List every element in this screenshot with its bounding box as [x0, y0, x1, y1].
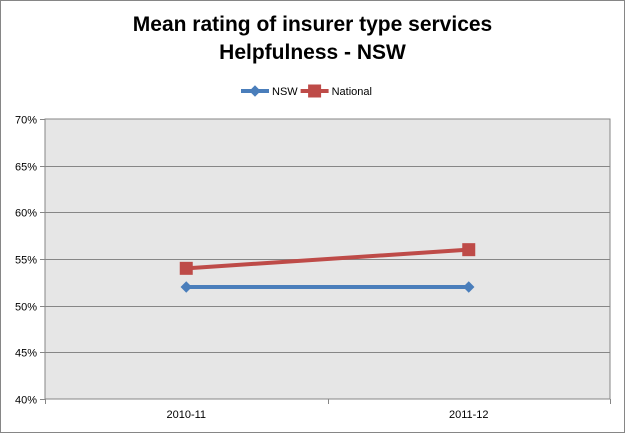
data-point-nsw: [463, 281, 475, 293]
data-point-national: [462, 243, 476, 257]
y-tick-label: 50%: [15, 302, 37, 314]
y-tick-label: 65%: [15, 162, 37, 174]
y-tick-label: 60%: [15, 208, 37, 220]
series-line-national: [186, 247, 469, 271]
chart-title-line: Mean rating of insurer type services: [132, 13, 493, 36]
y-tick-label: 45%: [15, 348, 37, 360]
y-tick-label: 55%: [15, 255, 37, 267]
legend-marker-nsw: [249, 85, 261, 97]
chart-subtitle-line: Helpfulness - NSW: [219, 41, 406, 64]
legend-label-nsw: NSW: [272, 86, 298, 98]
y-tick-label: 70%: [15, 115, 37, 127]
data-point-nsw: [180, 281, 192, 293]
legend-label-national: National: [332, 86, 372, 98]
x-tick-label: 2010-11: [166, 409, 206, 421]
data-point-national: [179, 261, 193, 275]
y-tick-label: 40%: [15, 395, 37, 407]
x-tick-label: 2011-12: [449, 409, 489, 421]
legend-marker-national: [308, 84, 322, 98]
chart-title: Mean rating of insurer type services Hel…: [1, 11, 624, 67]
